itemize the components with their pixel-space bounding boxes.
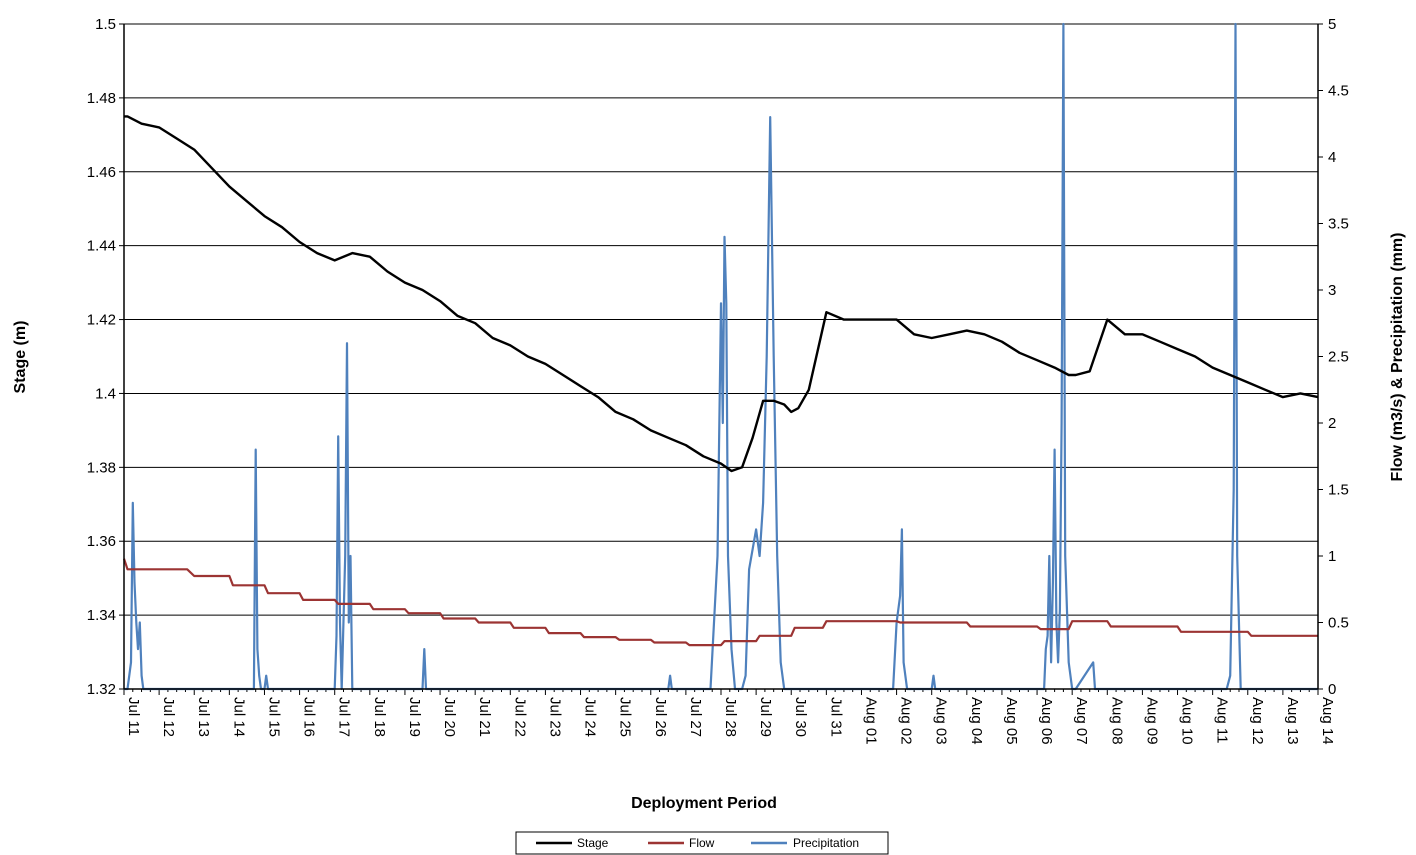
x-tick-label: Aug 02 <box>898 697 915 745</box>
x-tick-label: Jul 16 <box>301 697 318 737</box>
x-tick-label: Jul 29 <box>757 697 774 737</box>
y-tick-label: 1.42 <box>87 312 116 329</box>
y-tick-label: 1.36 <box>87 533 116 550</box>
y2-tick-label: 3 <box>1328 282 1336 299</box>
y2-tick-label: 2.5 <box>1328 349 1349 366</box>
y2-tick-label: 5 <box>1328 16 1336 33</box>
x-tick-label: Jul 20 <box>441 697 458 737</box>
series-line-stage <box>124 115 1319 473</box>
x-axis-ticks: Jul 11 Jul 12 Jul 13 Jul 14 Jul 15 Jul 16 Jul … <box>123 689 1336 745</box>
series-layer <box>122 22 1319 691</box>
y2-tick-label: 4.5 <box>1328 83 1349 100</box>
y2-tick-label: 1 <box>1328 548 1336 565</box>
x-tick-label: Aug 07 <box>1073 697 1090 745</box>
y2-tick-label: 2 <box>1328 415 1336 432</box>
x-tick-label: Jul 17 <box>336 697 353 737</box>
x-tick-label: Jul 19 <box>406 697 423 737</box>
x-tick-label: Aug 14 <box>1319 697 1336 745</box>
x-tick-label: Aug 08 <box>1108 697 1125 745</box>
y-tick-label: 1.38 <box>87 459 116 476</box>
y-axis-right-title: Flow (m3/s) & Precipitation (mm) <box>1389 233 1406 482</box>
y2-tick-label: 0 <box>1328 681 1336 698</box>
x-tick-label: Aug 13 <box>1284 697 1301 745</box>
x-tick-label: Jul 26 <box>652 697 669 737</box>
y2-tick-label: 0.5 <box>1328 615 1349 632</box>
x-tick-label: Jul 27 <box>687 697 704 737</box>
legend: Stage Flow Precipitation <box>515 831 889 855</box>
x-tick-label: Jul 28 <box>722 697 739 737</box>
x-tick-label: Aug 05 <box>1003 697 1020 745</box>
x-tick-label: Aug 09 <box>1143 697 1160 745</box>
y2-tick-label: 4 <box>1328 149 1336 166</box>
x-tick-label: Aug 03 <box>933 697 950 745</box>
y-axis-left-ticks: 1.32 1.34 1.36 1.38 1.4 1.42 1.44 1.46 1.48 1.5 <box>87 16 124 698</box>
x-tick-label: Aug 10 <box>1179 697 1196 745</box>
x-tick-label: Jul 24 <box>582 697 599 737</box>
x-tick-label: Jul 14 <box>230 697 247 737</box>
x-tick-label: Aug 12 <box>1249 697 1266 745</box>
x-axis-title: Deployment Period <box>631 795 777 812</box>
x-tick-label: Jul 22 <box>511 697 528 737</box>
x-tick-label: Aug 01 <box>862 697 879 745</box>
x-tick-label: Jul 25 <box>617 697 634 737</box>
x-tick-label: Jul 12 <box>160 697 177 737</box>
y-tick-label: 1.48 <box>87 90 116 107</box>
y-tick-label: 1.5 <box>95 16 116 33</box>
x-tick-label: Jul 31 <box>827 697 844 737</box>
y2-tick-label: 3.5 <box>1328 216 1349 233</box>
y-axis-left-title: Stage (m) <box>12 321 29 394</box>
x-tick-label: Aug 11 <box>1214 697 1231 743</box>
y-tick-label: 1.34 <box>87 607 116 624</box>
x-tick-label: Jul 15 <box>265 697 282 737</box>
series-line-flow <box>122 558 1318 647</box>
y-tick-label: 1.46 <box>87 164 116 181</box>
legend-stage-label: Stage <box>577 836 609 850</box>
x-tick-label: Jul 18 <box>371 697 388 737</box>
y-axis-right-ticks: 0 0.5 1 1.5 2 2.5 3 3.5 4 4.5 5 <box>1318 16 1349 698</box>
x-tick-label: Jul 30 <box>792 697 809 737</box>
x-tick-label: Jul 13 <box>195 697 212 737</box>
series-line-precipitation <box>124 22 1318 691</box>
x-tick-label: Aug 06 <box>1038 697 1055 745</box>
y-tick-label: 1.4 <box>95 385 116 402</box>
y-tick-label: 1.32 <box>87 681 116 698</box>
y2-tick-label: 1.5 <box>1328 482 1349 499</box>
x-tick-label: Jul 21 <box>476 697 493 737</box>
legend-box <box>515 831 889 855</box>
legend-precipitation-label: Precipitation <box>793 836 859 850</box>
legend-flow-label: Flow <box>689 836 715 850</box>
y-tick-label: 1.44 <box>87 238 116 255</box>
x-tick-label: Jul 23 <box>546 697 563 737</box>
x-tick-label: Aug 04 <box>968 697 985 745</box>
x-tick-label: Jul 11 <box>125 697 142 736</box>
